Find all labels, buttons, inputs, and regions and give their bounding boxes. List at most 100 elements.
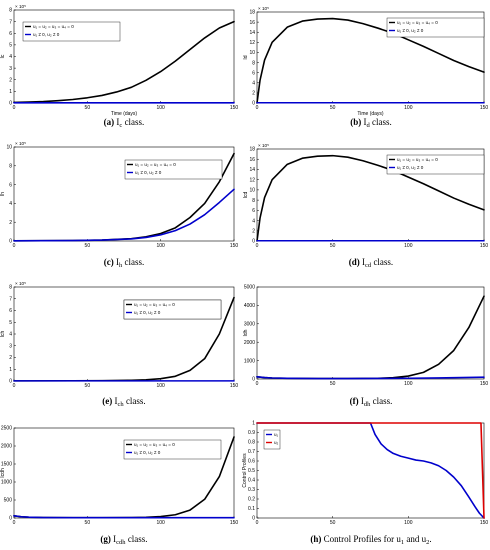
legend-entry: u₁ = u₂ = u₃ = u₄ = 0 [397, 157, 438, 162]
y-tick-label: 7 [9, 296, 12, 302]
plot-frame [256, 286, 485, 380]
legend-entry: u₁ = u₂ = u₃ = u₄ = 0 [397, 20, 438, 25]
y-axis-label: Idh [243, 329, 249, 336]
y-tick-label: 2000 [1, 444, 12, 450]
legend-entry: u₁ ≠ 0, u₂ ≠ 0 [135, 170, 162, 175]
y-tick-label: 0 [252, 239, 255, 245]
y-tick-label: 3 [9, 66, 12, 72]
y-tick-label: 4 [9, 201, 12, 207]
legend-entry: u₁ ≠ 0, u₂ ≠ 0 [397, 165, 424, 170]
y-tick-label: 14 [249, 30, 255, 36]
y-tick-label: 2 [9, 77, 12, 83]
y-tick-label: 0.3 [248, 487, 255, 493]
x-axis-label: Time (days) [357, 111, 384, 117]
series-line-0 [256, 17, 485, 104]
x-tick-label: 100 [404, 243, 413, 249]
x-tick-label: 0 [256, 520, 259, 526]
chart-panel-a: 0 50 100 150 0 1 2 3 4 5 6 7 8× 10⁵ Time (days) Ic u₁ =… [0, 4, 238, 129]
chart-panel-f: 0 50 100 150 0 1000 2000 3000 4000 5000 Idh u₁ = u₂… [123, 285, 489, 408]
legend-entry: u₁ = u₂ = u₃ = u₄ = 0 [134, 302, 175, 307]
panel-caption: (a) Ic class. [104, 117, 145, 129]
y-tick-label: 0.5 [248, 468, 255, 474]
y-tick-label: 6 [9, 308, 12, 314]
y-tick-label: 0.2 [248, 497, 255, 503]
x-tick-label: 100 [156, 520, 165, 526]
x-tick-label: 100 [404, 105, 413, 111]
y-tick-label: 5000 [244, 285, 255, 291]
x-tick-label: 150 [480, 381, 489, 387]
y-tick-label: 4 [252, 218, 255, 224]
y-tick-label: 5 [9, 43, 12, 49]
y-tick-label: 0 [9, 516, 12, 522]
y-tick-label: 8 [9, 285, 12, 291]
y-tick-label: 18 [249, 10, 255, 16]
legend-entry: u₁ ≠ 0, u₂ ≠ 0 [134, 450, 161, 455]
x-tick-label: 0 [13, 105, 16, 111]
panel-caption: (c) Ih class. [104, 257, 145, 269]
y-tick-label: 500 [4, 498, 13, 504]
axis-exponent: × 10⁵ [258, 143, 269, 148]
legend-box [386, 17, 485, 38]
x-tick-label: 150 [230, 520, 239, 526]
x-tick-label: 0 [256, 381, 259, 387]
chart-panel-d: 0 50 100 150 0 2 4 6 8 10 12 14 16 18× 10⁵ Icd u₁ = u₂ … [243, 143, 488, 269]
x-tick-label: 100 [404, 520, 413, 526]
series-line-1 [13, 515, 235, 519]
y-tick-label: 0 [9, 379, 12, 385]
axis-exponent: × 10⁵ [15, 281, 26, 286]
y-tick-label: 14 [249, 167, 255, 173]
x-tick-label: 0 [13, 383, 16, 389]
y-tick-label: 10 [6, 145, 12, 151]
axis-exponent: × 10⁵ [258, 6, 269, 11]
x-tick-label: 100 [156, 243, 165, 249]
y-tick-label: 2 [9, 220, 12, 226]
y-tick-label: 4 [9, 332, 12, 338]
legend-entry: u₁ ≠ 0, u₂ ≠ 0 [33, 32, 60, 37]
panel-caption: (h) Control Profiles for u1 and u2. [310, 534, 431, 546]
legend-entry: u₁ = u₂ = u₃ = u₄ = 0 [134, 442, 175, 447]
legend-entry: u₁ = u₂ = u₃ = u₄ = 0 [135, 162, 176, 167]
series-line-0 [256, 295, 485, 380]
panel-caption: (e) Ich class. [102, 396, 145, 408]
y-tick-label: 0 [9, 101, 12, 107]
y-axis-label: Ic [0, 54, 6, 58]
y-axis-label: Icdh [0, 468, 6, 478]
y-axis-label: Id [243, 55, 249, 59]
legend-entry: u₁ ≠ 0, u₂ ≠ 0 [134, 310, 161, 315]
panel-caption: (b) Id class. [350, 117, 392, 129]
axis-exponent: × 10⁵ [15, 4, 26, 9]
x-tick-label: 50 [330, 243, 336, 249]
y-tick-label: 4 [9, 54, 12, 60]
x-tick-label: 50 [85, 243, 91, 249]
legend-box [123, 299, 222, 320]
y-tick-label: 6 [9, 182, 12, 188]
x-tick-label: 0 [256, 105, 259, 111]
series-line-0 [256, 154, 485, 242]
x-tick-label: 0 [256, 243, 259, 249]
legend-box [124, 159, 223, 180]
series-line-1 [256, 375, 485, 380]
y-tick-label: 0 [252, 516, 255, 522]
x-tick-label: 150 [230, 105, 239, 111]
legend-box [386, 154, 485, 175]
panel-caption: (d) Icd class. [349, 257, 393, 269]
y-tick-label: 1 [9, 89, 12, 95]
y-tick-label: 2000 [244, 340, 255, 346]
y-tick-label: 7 [9, 19, 12, 25]
y-tick-label: 12 [249, 177, 255, 183]
y-tick-label: 0 [252, 377, 255, 383]
y-tick-label: 0.4 [248, 478, 255, 484]
y-axis-label: Ich [0, 330, 6, 337]
chart-panel-b: 0 50 100 150 0 2 4 6 8 10 12 14 16 18× 10⁵ Time (days)… [243, 6, 488, 129]
y-axis-label: Ih [0, 192, 6, 196]
x-tick-label: 150 [230, 243, 239, 249]
y-tick-label: 3000 [244, 322, 255, 328]
y-tick-label: 2 [252, 228, 255, 234]
x-tick-label: 50 [85, 105, 91, 111]
y-tick-label: 0.1 [248, 506, 255, 512]
y-tick-label: 1 [252, 421, 255, 427]
x-tick-label: 100 [404, 381, 413, 387]
x-tick-label: 50 [85, 520, 91, 526]
